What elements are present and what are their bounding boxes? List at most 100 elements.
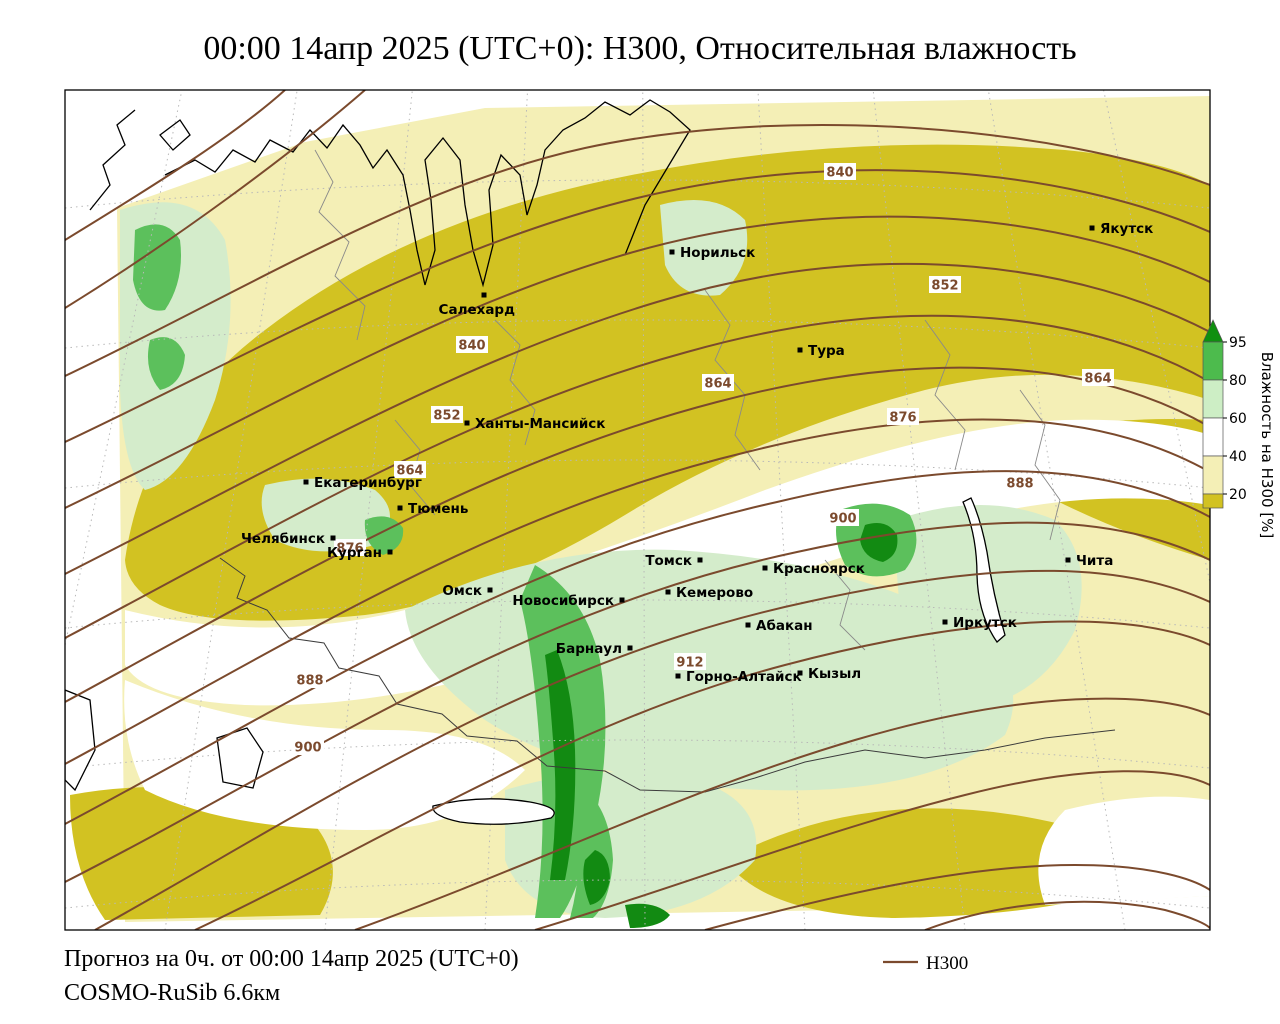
contour-label-value: 840 (826, 166, 853, 181)
city-label: Тюмень (408, 501, 468, 517)
lake-baikal (962, 497, 1006, 643)
colorbar: 95 80 60 40 20 (1202, 319, 1247, 509)
colorbar-title: Влажность на H300 [%] (1258, 352, 1276, 539)
city-label: Горно-Алтайск (686, 669, 802, 685)
contour-label: 900 (292, 738, 324, 756)
city-marker (669, 249, 675, 255)
contour-label: 876 (334, 539, 366, 557)
city: Кызыл (797, 666, 861, 682)
city-marker (627, 645, 633, 651)
city-label: Кемерово (676, 585, 753, 601)
contour-label-value: 864 (396, 464, 423, 479)
city-marker (1065, 557, 1071, 563)
city-label: Екатеринбург (314, 475, 422, 491)
city-marker (762, 565, 768, 571)
city-marker (487, 587, 493, 593)
city-label: Тура (808, 343, 845, 359)
colorbar-tick: 60 (1229, 411, 1247, 427)
city-label: Салехард (439, 302, 516, 318)
colorbar-tick: 80 (1229, 373, 1247, 389)
city-label: Омск (442, 583, 482, 599)
city-marker (464, 420, 470, 426)
footer-forecast-line: Прогноз на 0ч. от 00:00 14апр 2025 (UTC+… (64, 946, 519, 972)
colorbar-segment (1202, 341, 1224, 381)
city-marker (481, 292, 487, 298)
city-marker (387, 549, 393, 555)
city-marker (397, 505, 403, 511)
contour-label: 852 (431, 406, 463, 424)
city-marker (665, 589, 671, 595)
colorbar-segment (1202, 379, 1224, 419)
city-label: Томск (645, 553, 692, 569)
cities: Норильск Салехард Тура Якутск Ханты-Мансийск… (241, 221, 1153, 685)
city: Тура (797, 343, 845, 359)
novaya-zemlya-coast (89, 109, 136, 211)
caspian-sea-coast (65, 689, 96, 792)
city-marker (619, 597, 625, 603)
contour-label: 864 (394, 461, 426, 479)
island-coast (159, 119, 191, 151)
city: Иркутск (942, 615, 1017, 631)
contour-label-value: 852 (433, 409, 460, 424)
city: Курган (327, 545, 393, 561)
city-label: Норильск (680, 245, 755, 261)
colorbar-segment (1202, 493, 1224, 509)
city-marker (745, 622, 751, 628)
city: Горно-Алтайск (675, 669, 802, 685)
city-marker (942, 619, 948, 625)
graticule-meridian (324, 90, 413, 930)
city-label: Чита (1076, 553, 1113, 569)
city-label: Абакан (756, 618, 813, 634)
page-title: 00:00 14апр 2025 (UTC+0): H300, Относите… (203, 30, 1077, 67)
contour-label-value: 912 (676, 656, 703, 671)
city: Норильск (669, 245, 755, 261)
h300-legend-label: H300 (926, 953, 968, 974)
city-label: Ханты-Мансийск (475, 416, 605, 432)
graticule-parallel (65, 879, 1210, 909)
city: Кемерово (665, 585, 753, 601)
graticule-meridian (872, 90, 966, 930)
h300-legend: H300 (883, 953, 968, 974)
lake-balkhash (432, 798, 555, 825)
contour-label: 900 (827, 509, 859, 527)
contour-label-value: 888 (1006, 477, 1033, 492)
colorbar-segment (1202, 455, 1224, 495)
graticule-parallel (65, 599, 1210, 629)
contour-label: 912 (674, 653, 706, 671)
city-label: Кызыл (808, 666, 861, 682)
coastline-layer (65, 99, 1006, 825)
city: Тюмень (397, 501, 468, 517)
city-marker (303, 479, 309, 485)
city: Чита (1065, 553, 1113, 569)
footer-model-line: COSMO-RuSib 6.6км (64, 980, 281, 1006)
city-label: Курган (327, 545, 382, 561)
contour-label-value: 852 (931, 279, 958, 294)
city: Ханты-Мансийск (464, 416, 605, 432)
city: Салехард (439, 292, 516, 318)
city-label: Красноярск (773, 561, 865, 577)
graticule-parallel (65, 319, 1210, 349)
contour-label: 864 (1082, 369, 1114, 387)
map-panel: 840 852 840 864 864 876 852 864 888 900 876 888 912 9… (65, 90, 1210, 930)
contour-label-value: 900 (294, 741, 321, 756)
contour-label-value: 864 (1084, 372, 1111, 387)
city-marker (675, 673, 681, 679)
city: Якутск (1089, 221, 1153, 237)
city-label: Челябинск (241, 531, 325, 547)
contour-label: 840 (456, 336, 488, 354)
graticule-parallel (65, 459, 1210, 489)
city: Красноярск (762, 561, 865, 577)
contour-labels: 840 852 840 864 864 876 852 864 888 900 876 888 912 9… (292, 163, 1114, 756)
humidity-fill-layer (70, 96, 1210, 928)
contour-label: 888 (1004, 474, 1036, 492)
city-label: Иркутск (953, 615, 1017, 631)
city-marker (697, 557, 703, 563)
city-label: Барнаул (556, 641, 622, 657)
city-label: Якутск (1100, 221, 1153, 237)
city: Екатеринбург (303, 475, 422, 491)
contour-label: 840 (824, 163, 856, 181)
colorbar-tick: 20 (1229, 487, 1247, 503)
contour-label: 888 (294, 671, 326, 689)
city: Новосибирск (512, 593, 625, 609)
city: Абакан (745, 618, 813, 634)
